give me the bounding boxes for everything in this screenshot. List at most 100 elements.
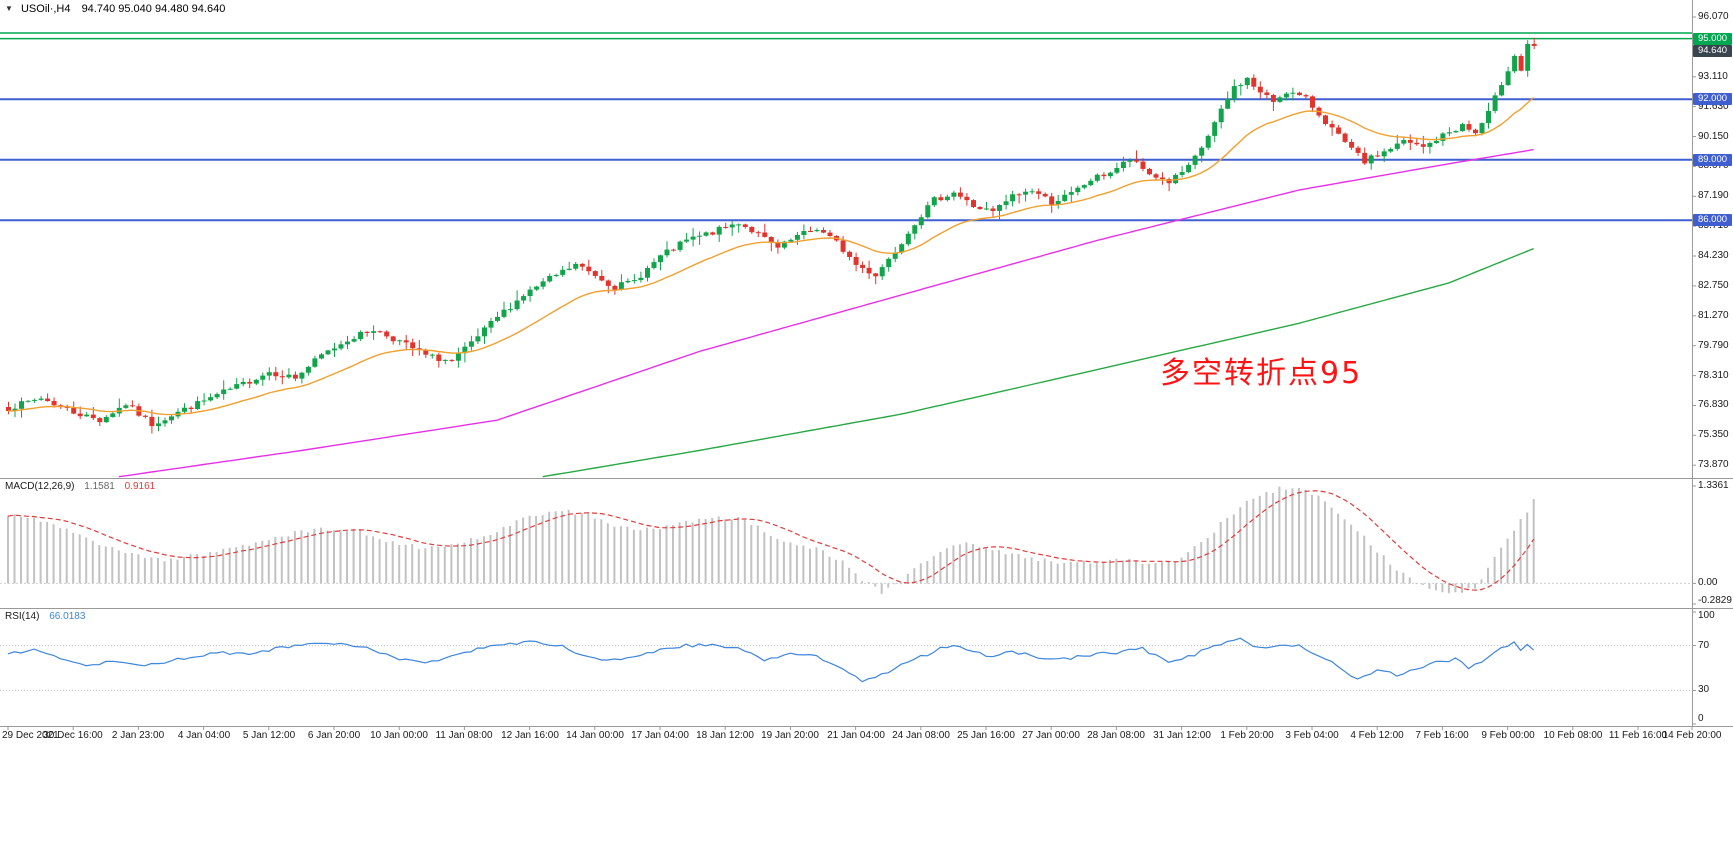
candle-down (51, 401, 57, 406)
candle-down (579, 263, 585, 267)
macd-histogram-bar (619, 526, 622, 584)
candle-down (6, 407, 11, 411)
macd-histogram-bar (1513, 530, 1516, 584)
candle-up (182, 407, 187, 412)
candle-up (664, 249, 670, 256)
macd-histogram-bar (1239, 507, 1242, 584)
macd-histogram-bar (39, 521, 42, 584)
candle-down (586, 266, 592, 272)
macd-histogram-bar (104, 546, 107, 584)
macd-histogram-bar (1415, 583, 1418, 585)
macd-histogram-bar (809, 548, 811, 584)
macd-histogram-bar (320, 527, 322, 584)
macd-histogram-bar (522, 517, 525, 584)
macd-histogram-bar (183, 557, 185, 584)
candle-up (1492, 95, 1498, 111)
macd-histogram-bar (1493, 556, 1496, 584)
macd-value-signal: 0.9161 (124, 481, 156, 492)
candle-up (677, 241, 683, 250)
macd-histogram-bar (228, 547, 231, 584)
macd-histogram-bar (978, 547, 981, 584)
macd-histogram-bar (163, 561, 166, 584)
macd-histogram-bar (1004, 554, 1007, 584)
candle-down (77, 413, 83, 417)
macd-histogram-bar (698, 518, 701, 584)
candle-down (873, 273, 879, 277)
candle-down (1147, 168, 1152, 175)
candle-up (918, 217, 924, 226)
macd-histogram-bar (724, 519, 727, 584)
candle-down (1329, 124, 1335, 128)
macd-histogram-bar (730, 520, 733, 584)
candle-down (129, 405, 135, 407)
candle-down (364, 331, 370, 333)
candle-up (697, 235, 703, 237)
candle-down (723, 226, 729, 228)
macd-histogram-bar (489, 535, 492, 584)
macd-histogram-bar (1017, 554, 1020, 584)
macd-histogram-bar (945, 548, 948, 584)
macd-histogram-bar (1356, 531, 1359, 584)
macd-histogram-bar (1102, 561, 1105, 584)
macd-histogram-bar (1271, 493, 1274, 584)
macd-histogram-bar (665, 525, 668, 584)
candle-down (1153, 174, 1159, 178)
candle-up (253, 379, 259, 384)
macd-histogram-bar (874, 583, 877, 587)
macd-histogram-bar (372, 536, 375, 584)
candle-up (475, 336, 481, 342)
macd-histogram-bar (202, 555, 205, 584)
candle-up (482, 327, 487, 337)
candle-down (1466, 124, 1472, 130)
candle-down (605, 280, 611, 286)
candle-up (234, 384, 240, 389)
candle-up (1029, 191, 1035, 193)
candle-up (560, 269, 566, 275)
macd-histogram-bar (306, 532, 309, 584)
candle-down (742, 224, 748, 227)
macd-histogram-bar (1389, 564, 1392, 584)
macd-histogram-bar (1174, 561, 1177, 584)
candle-down (860, 264, 866, 268)
macd-histogram-bar (502, 526, 505, 584)
chart-dropdown-icon[interactable]: ▼ (5, 4, 13, 13)
candle-down (1166, 179, 1172, 184)
candle-down (1160, 177, 1165, 179)
candle-up (951, 192, 957, 197)
macd-histogram-bar (587, 512, 590, 584)
candle-up (931, 197, 937, 206)
macd-histogram-bar (632, 529, 635, 584)
candle-up (266, 372, 272, 376)
macd-histogram-bar (1454, 583, 1457, 593)
macd-histogram-bar (1467, 583, 1470, 589)
candle-down (247, 381, 253, 384)
macd-histogram-bar (1063, 563, 1066, 584)
candle-up (351, 339, 357, 342)
macd-histogram-bar (352, 528, 355, 584)
macd-histogram-bar (117, 550, 120, 584)
candle-up (1277, 97, 1283, 102)
ma-fast-line (7, 97, 1535, 416)
candle-down (821, 230, 826, 233)
candle-down (808, 231, 813, 232)
macd-histogram-bar (111, 547, 114, 584)
macd-histogram-bar (170, 558, 172, 584)
macd-histogram-bar (1232, 514, 1235, 584)
macd-histogram-bar (476, 539, 479, 584)
candle-up (638, 277, 644, 281)
candle-up (1440, 133, 1446, 141)
macd-histogram-bar (789, 542, 792, 584)
macd-histogram-bar (430, 546, 433, 584)
macd-histogram-bar (85, 537, 88, 584)
candle-up (1401, 140, 1407, 144)
macd-histogram-bar (919, 563, 922, 584)
rsi-indicator-label: RSI(14) 66.0183 (5, 611, 85, 622)
macd-histogram-bar (704, 519, 707, 584)
macd-histogram-bar (1089, 563, 1092, 584)
candle-up (214, 394, 220, 398)
candle-up (429, 354, 435, 356)
macd-histogram-bar (672, 525, 674, 584)
macd-histogram-bar (385, 542, 388, 584)
